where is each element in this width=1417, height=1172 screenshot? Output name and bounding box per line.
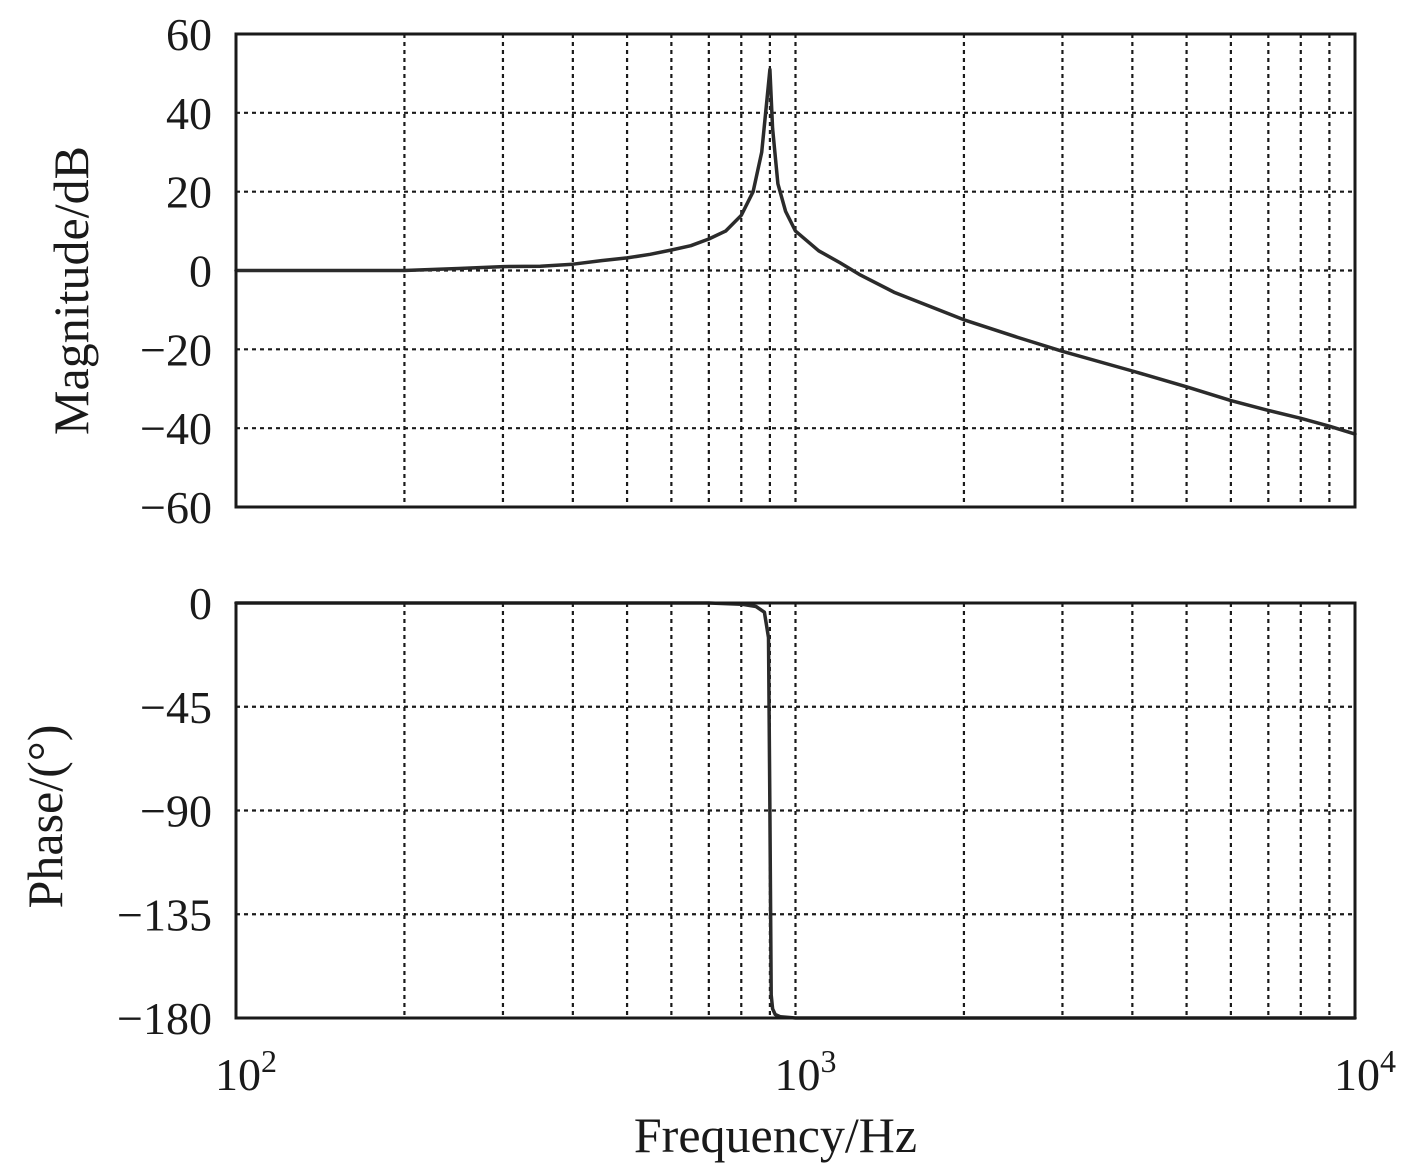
magnitude-panel: 60 40 20 0 −20 −40 −60 Magnitude/dB: [43, 9, 1357, 533]
mag-y-tick-label: 20: [166, 167, 212, 218]
ph-y-tick-label: 0: [189, 578, 212, 629]
magnitude-plot-frame: [234, 32, 1357, 509]
phase-grid: [236, 603, 1355, 1018]
frequency-tick-label: 103: [775, 1043, 837, 1100]
phase-panel: 0 −45 −90 −135 −180 Phase/(°): [17, 578, 1357, 1044]
ph-y-tick-label: −135: [117, 889, 212, 940]
frequency-tick-exponent: 3: [821, 1043, 837, 1079]
mag-y-tick-label: −40: [140, 403, 212, 454]
mag-y-tick-label: −20: [140, 324, 212, 375]
phase-y-tick-labels: 0 −45 −90 −135 −180: [117, 578, 212, 1044]
mag-y-tick-label: 60: [166, 9, 212, 60]
frequency-tick-label: 102: [215, 1043, 277, 1100]
magnitude-y-tick-labels: 60 40 20 0 −20 −40 −60: [140, 9, 212, 533]
mag-y-tick-label: 0: [189, 246, 212, 297]
frequency-axis-label: Frequency/Hz: [634, 1107, 917, 1163]
magnitude-curve: [234, 67, 1357, 436]
frequency-tick-labels: 102 103 104: [215, 1043, 1396, 1100]
phase-axis-label: Phase/(°): [17, 725, 73, 909]
ph-y-tick-label: −180: [117, 993, 212, 1044]
frequency-tick-exponent: 4: [1380, 1043, 1396, 1079]
frequency-tick-exponent: 2: [261, 1043, 277, 1079]
magnitude-axis-label: Magnitude/dB: [43, 146, 99, 435]
phase-plot-frame: [234, 601, 1357, 1020]
ph-y-tick-label: −90: [140, 786, 212, 837]
ph-y-tick-label: −45: [140, 682, 212, 733]
mag-y-tick-label: 40: [166, 88, 212, 139]
mag-y-tick-label: −60: [140, 482, 212, 533]
frequency-tick-label: 104: [1334, 1043, 1396, 1100]
